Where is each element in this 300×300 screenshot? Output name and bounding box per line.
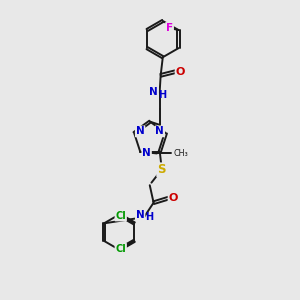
Text: Cl: Cl — [116, 244, 126, 254]
Text: N: N — [149, 87, 158, 97]
Text: Cl: Cl — [116, 211, 126, 220]
Text: H: H — [145, 212, 153, 222]
Text: O: O — [176, 67, 185, 76]
Text: F: F — [166, 23, 173, 33]
Text: CH₃: CH₃ — [173, 149, 188, 158]
Text: O: O — [169, 193, 178, 203]
Text: H: H — [158, 90, 166, 100]
Text: N: N — [155, 126, 164, 136]
Text: N: N — [136, 210, 145, 220]
Text: N: N — [136, 126, 145, 136]
Text: S: S — [157, 164, 166, 176]
Text: N: N — [142, 148, 151, 158]
